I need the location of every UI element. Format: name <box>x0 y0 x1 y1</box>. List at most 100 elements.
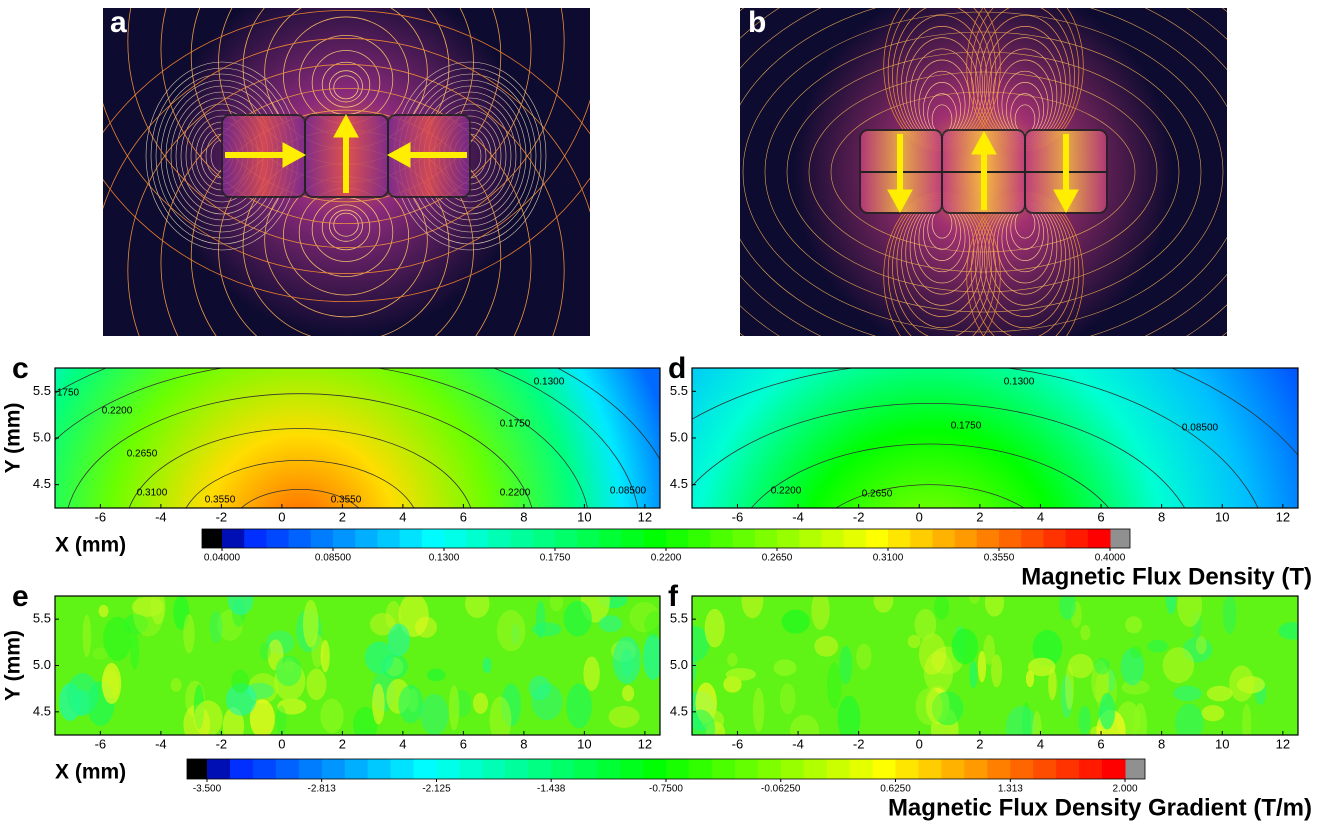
colorbar-cell <box>207 759 230 779</box>
heatmap-blob <box>782 610 810 634</box>
heatmap-blob <box>814 636 838 657</box>
heatmap-blob <box>171 678 182 692</box>
contour-label: 0.3550 <box>331 495 362 506</box>
x-tick-label: 12 <box>1276 509 1290 524</box>
heatmap-blob <box>1125 616 1142 633</box>
colorbar-cell <box>574 759 597 779</box>
panel-label: b <box>748 6 766 39</box>
heatmap-blob <box>686 709 716 749</box>
colorbar-tick-label: -1.438 <box>537 784 566 795</box>
colorbar-tick-label: 0.6250 <box>880 784 911 795</box>
colorbar-cell <box>964 759 987 779</box>
colorbar-cell <box>266 529 289 548</box>
heatmap-blob <box>194 700 223 736</box>
colorbar-cell <box>377 529 400 548</box>
colorbar-cell <box>276 759 299 779</box>
y-tick-label: 4.5 <box>33 476 51 491</box>
heatmap-blob <box>1173 686 1202 702</box>
heatmap-blob <box>644 611 667 638</box>
heatmap-blob <box>1094 658 1110 674</box>
colorbar-cell <box>932 529 955 548</box>
x-tick-label: 4 <box>399 509 406 524</box>
colorbar-cell <box>577 529 600 548</box>
colorbar-cell <box>222 529 245 548</box>
colorbar-cell <box>821 529 844 548</box>
heatmap-blob <box>420 694 449 735</box>
heatmap-blob <box>183 614 194 653</box>
colorbar-tick-label: 0.04000 <box>204 553 241 564</box>
heatmap-blob <box>550 592 564 611</box>
x-tick-label: 6 <box>460 736 467 751</box>
heatmap-blob <box>705 609 725 648</box>
heatmap-blob <box>372 683 384 724</box>
heatmap-blob <box>388 624 410 657</box>
x-tick-label: 10 <box>1215 736 1229 751</box>
y-tick-label: 5.0 <box>33 657 51 672</box>
heatmap-blob <box>839 646 852 685</box>
heatmap-blob <box>1099 693 1115 730</box>
x-tick-label: -2 <box>216 509 228 524</box>
x-tick-label: -6 <box>95 736 107 751</box>
heatmap-blob <box>934 594 949 619</box>
heatmap-blob <box>320 699 343 734</box>
x-tick-label: 10 <box>1215 509 1229 524</box>
heatmap-blob <box>609 706 640 728</box>
colorbar-cell <box>888 529 911 548</box>
colorbar-cell <box>735 759 758 779</box>
panel-label: d <box>668 352 686 385</box>
x-tick-label: 2 <box>339 736 346 751</box>
heatmap-blob <box>1078 706 1090 735</box>
colorbar-cell <box>781 759 804 779</box>
colorbar-tick-label: -2.125 <box>422 784 451 795</box>
heatmap-blob <box>473 693 488 714</box>
heatmap-blob <box>99 605 109 617</box>
colorbar-tick-label: 0.4000 <box>1095 553 1126 564</box>
colorbar-cell <box>599 529 622 548</box>
colorbar-cell <box>414 759 437 779</box>
heatmap-blob <box>130 633 139 670</box>
colorbar-cell <box>710 529 733 548</box>
contour-label: 0.1750 <box>500 419 531 430</box>
colorbar-cell <box>688 529 711 548</box>
x-tick-label: 8 <box>520 509 527 524</box>
x-tick-label: 0 <box>916 736 923 751</box>
x-tick-label: -4 <box>155 736 167 751</box>
x-tick-label: -6 <box>732 509 744 524</box>
colorbar-cell <box>528 759 551 779</box>
heatmap-blob <box>969 661 977 689</box>
colorbar-cell <box>311 529 334 548</box>
colorbar-cell <box>804 759 827 779</box>
y-tick-label: 4.5 <box>33 703 51 718</box>
colorbar-cell <box>505 759 528 779</box>
colorbar-cell <box>622 529 645 548</box>
colorbar-cell <box>955 529 978 548</box>
colorbar-cell <box>368 759 391 779</box>
heatmap-blob <box>427 668 446 681</box>
colorbar-cell <box>733 529 756 548</box>
colorbar-cell <box>459 759 482 779</box>
heatmap-blob <box>1175 703 1204 742</box>
colorbar-high <box>1110 529 1130 548</box>
panel-label: c <box>12 352 29 385</box>
colorbar-tick-label: -0.06250 <box>761 784 801 795</box>
heatmap-blob <box>613 637 641 684</box>
colorbar-cell <box>910 529 933 548</box>
heatmap-blob <box>133 590 164 636</box>
x-tick-label: -2 <box>216 736 228 751</box>
colorbar-cell <box>1102 759 1125 779</box>
heatmap-blob <box>1080 625 1090 640</box>
heatmap-blob <box>742 582 764 618</box>
colorbar-cell <box>1066 529 1089 548</box>
colorbar-cell <box>977 529 1000 548</box>
x-tick-label: -6 <box>732 736 744 751</box>
colorbar-cell <box>1033 759 1056 779</box>
y-tick-label: 5.0 <box>670 657 688 672</box>
heatmap-blob <box>1237 676 1265 693</box>
contour-label: 0.08500 <box>1182 423 1219 434</box>
heatmap-blob <box>991 654 1002 687</box>
panel-label: e <box>12 580 29 613</box>
heatmap-blob <box>566 684 591 729</box>
x-tick-label: 6 <box>460 509 467 524</box>
colorbar-cell <box>244 529 267 548</box>
heatmap-blob <box>1068 654 1093 678</box>
